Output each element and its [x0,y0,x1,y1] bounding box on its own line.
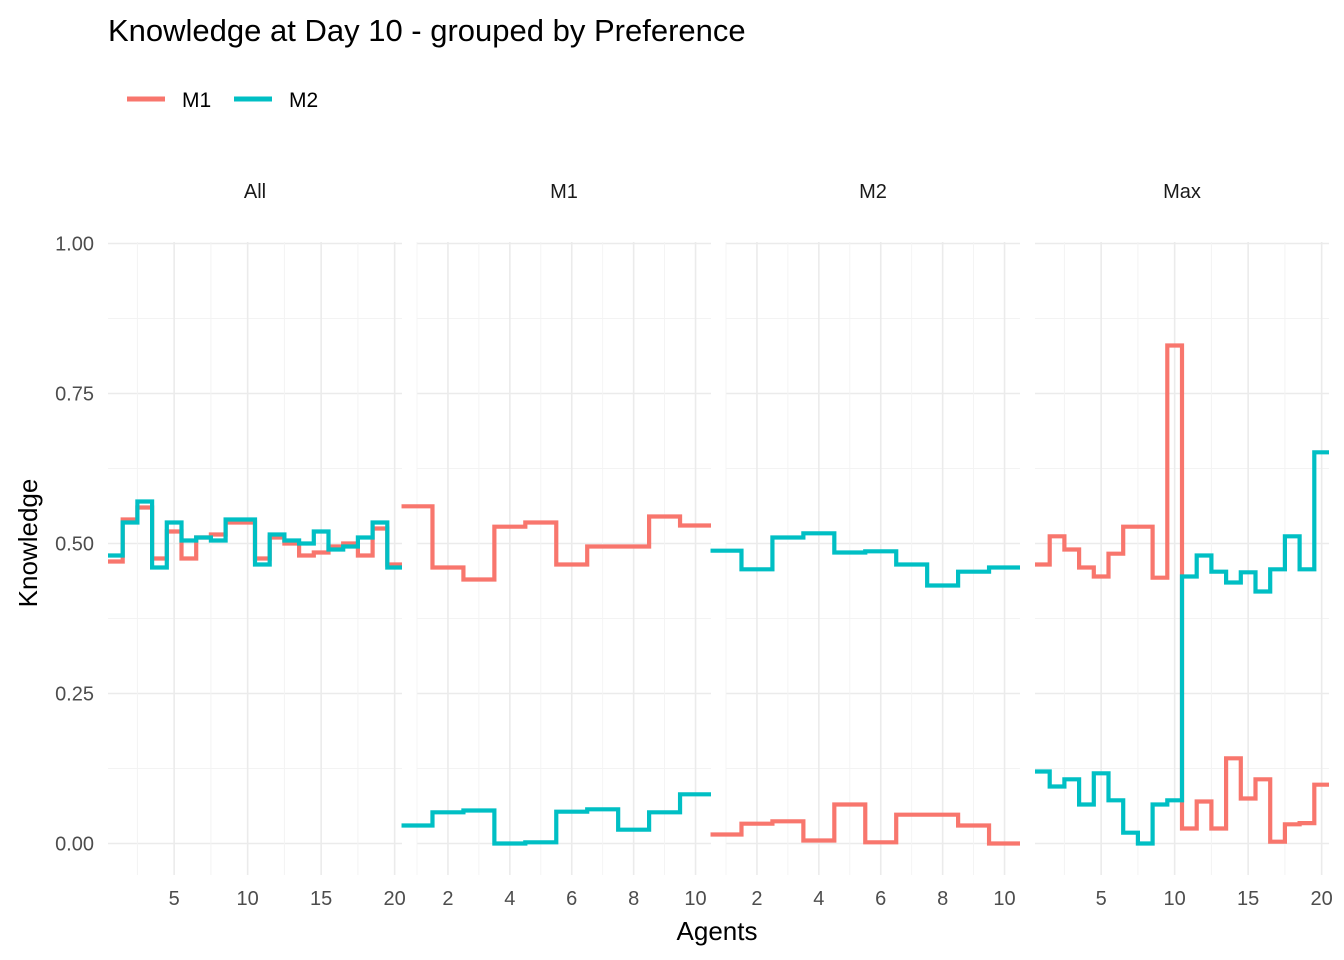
x-tick-label: 2 [751,888,762,910]
x-tick-label: 20 [384,888,406,910]
x-axis-title: Agents [677,916,758,946]
x-tick-label: 15 [1237,888,1259,910]
y-tick-label: 0.75 [55,384,94,406]
chart-title: Knowledge at Day 10 - grouped by Prefere… [108,13,746,48]
x-tick-label: 5 [1096,888,1107,910]
x-tick-label: 6 [566,888,577,910]
facet-strip-label: M1 [550,181,578,203]
facet-panel-max: Max 5 10 15 20 [1035,181,1333,910]
x-tick-label: 10 [684,888,706,910]
facet-panel-m2: M2 2 4 6 8 10 [710,181,1020,910]
y-tick-label: 0.00 [55,834,94,856]
x-tick-label: 15 [310,888,332,910]
x-tick-label: 8 [628,888,639,910]
legend-label-m1: M1 [182,89,211,112]
x-tick-label: 10 [1164,888,1186,910]
x-tick-label: 2 [442,888,453,910]
y-axis-title: Knowledge [13,479,43,608]
facet-strip-label: All [244,181,266,203]
facet-panel-m1: M1 2 4 6 8 10 [401,181,711,910]
x-tick-label: 10 [237,888,259,910]
x-tick-label: 6 [875,888,886,910]
series-line-m2 [108,499,402,570]
series-line-m1 [401,504,711,582]
series-line-m2 [401,792,711,846]
facet-strip-label: Max [1163,181,1201,203]
x-tick-label: 4 [813,888,824,910]
x-tick-label: 4 [504,888,515,910]
y-tick-label: 0.50 [55,534,94,556]
facet-panel-all: All 5 10 15 20 [108,181,406,910]
x-tick-label: 8 [937,888,948,910]
x-tick-label: 20 [1311,888,1333,910]
x-tick-label: 5 [169,888,180,910]
series-line-m1 [1035,343,1329,844]
y-tick-label: 1.00 [55,234,94,256]
y-tick-label: 0.25 [55,684,94,706]
facet-panels: All 5 10 15 20 M1 2 4 6 8 10 M2 2 4 6 8 10 Max 5 10 15 20 [108,181,1333,910]
series-line-m1 [710,802,1020,846]
x-tick-label: 10 [993,888,1015,910]
legend: M1 M2 [127,89,318,112]
series-line-m2 [710,531,1020,588]
facet-strip-label: M2 [859,181,887,203]
y-axis: 0.00 0.25 0.50 0.75 1.00 [55,234,94,856]
series-line-m2 [1035,450,1329,846]
legend-label-m2: M2 [289,89,318,112]
